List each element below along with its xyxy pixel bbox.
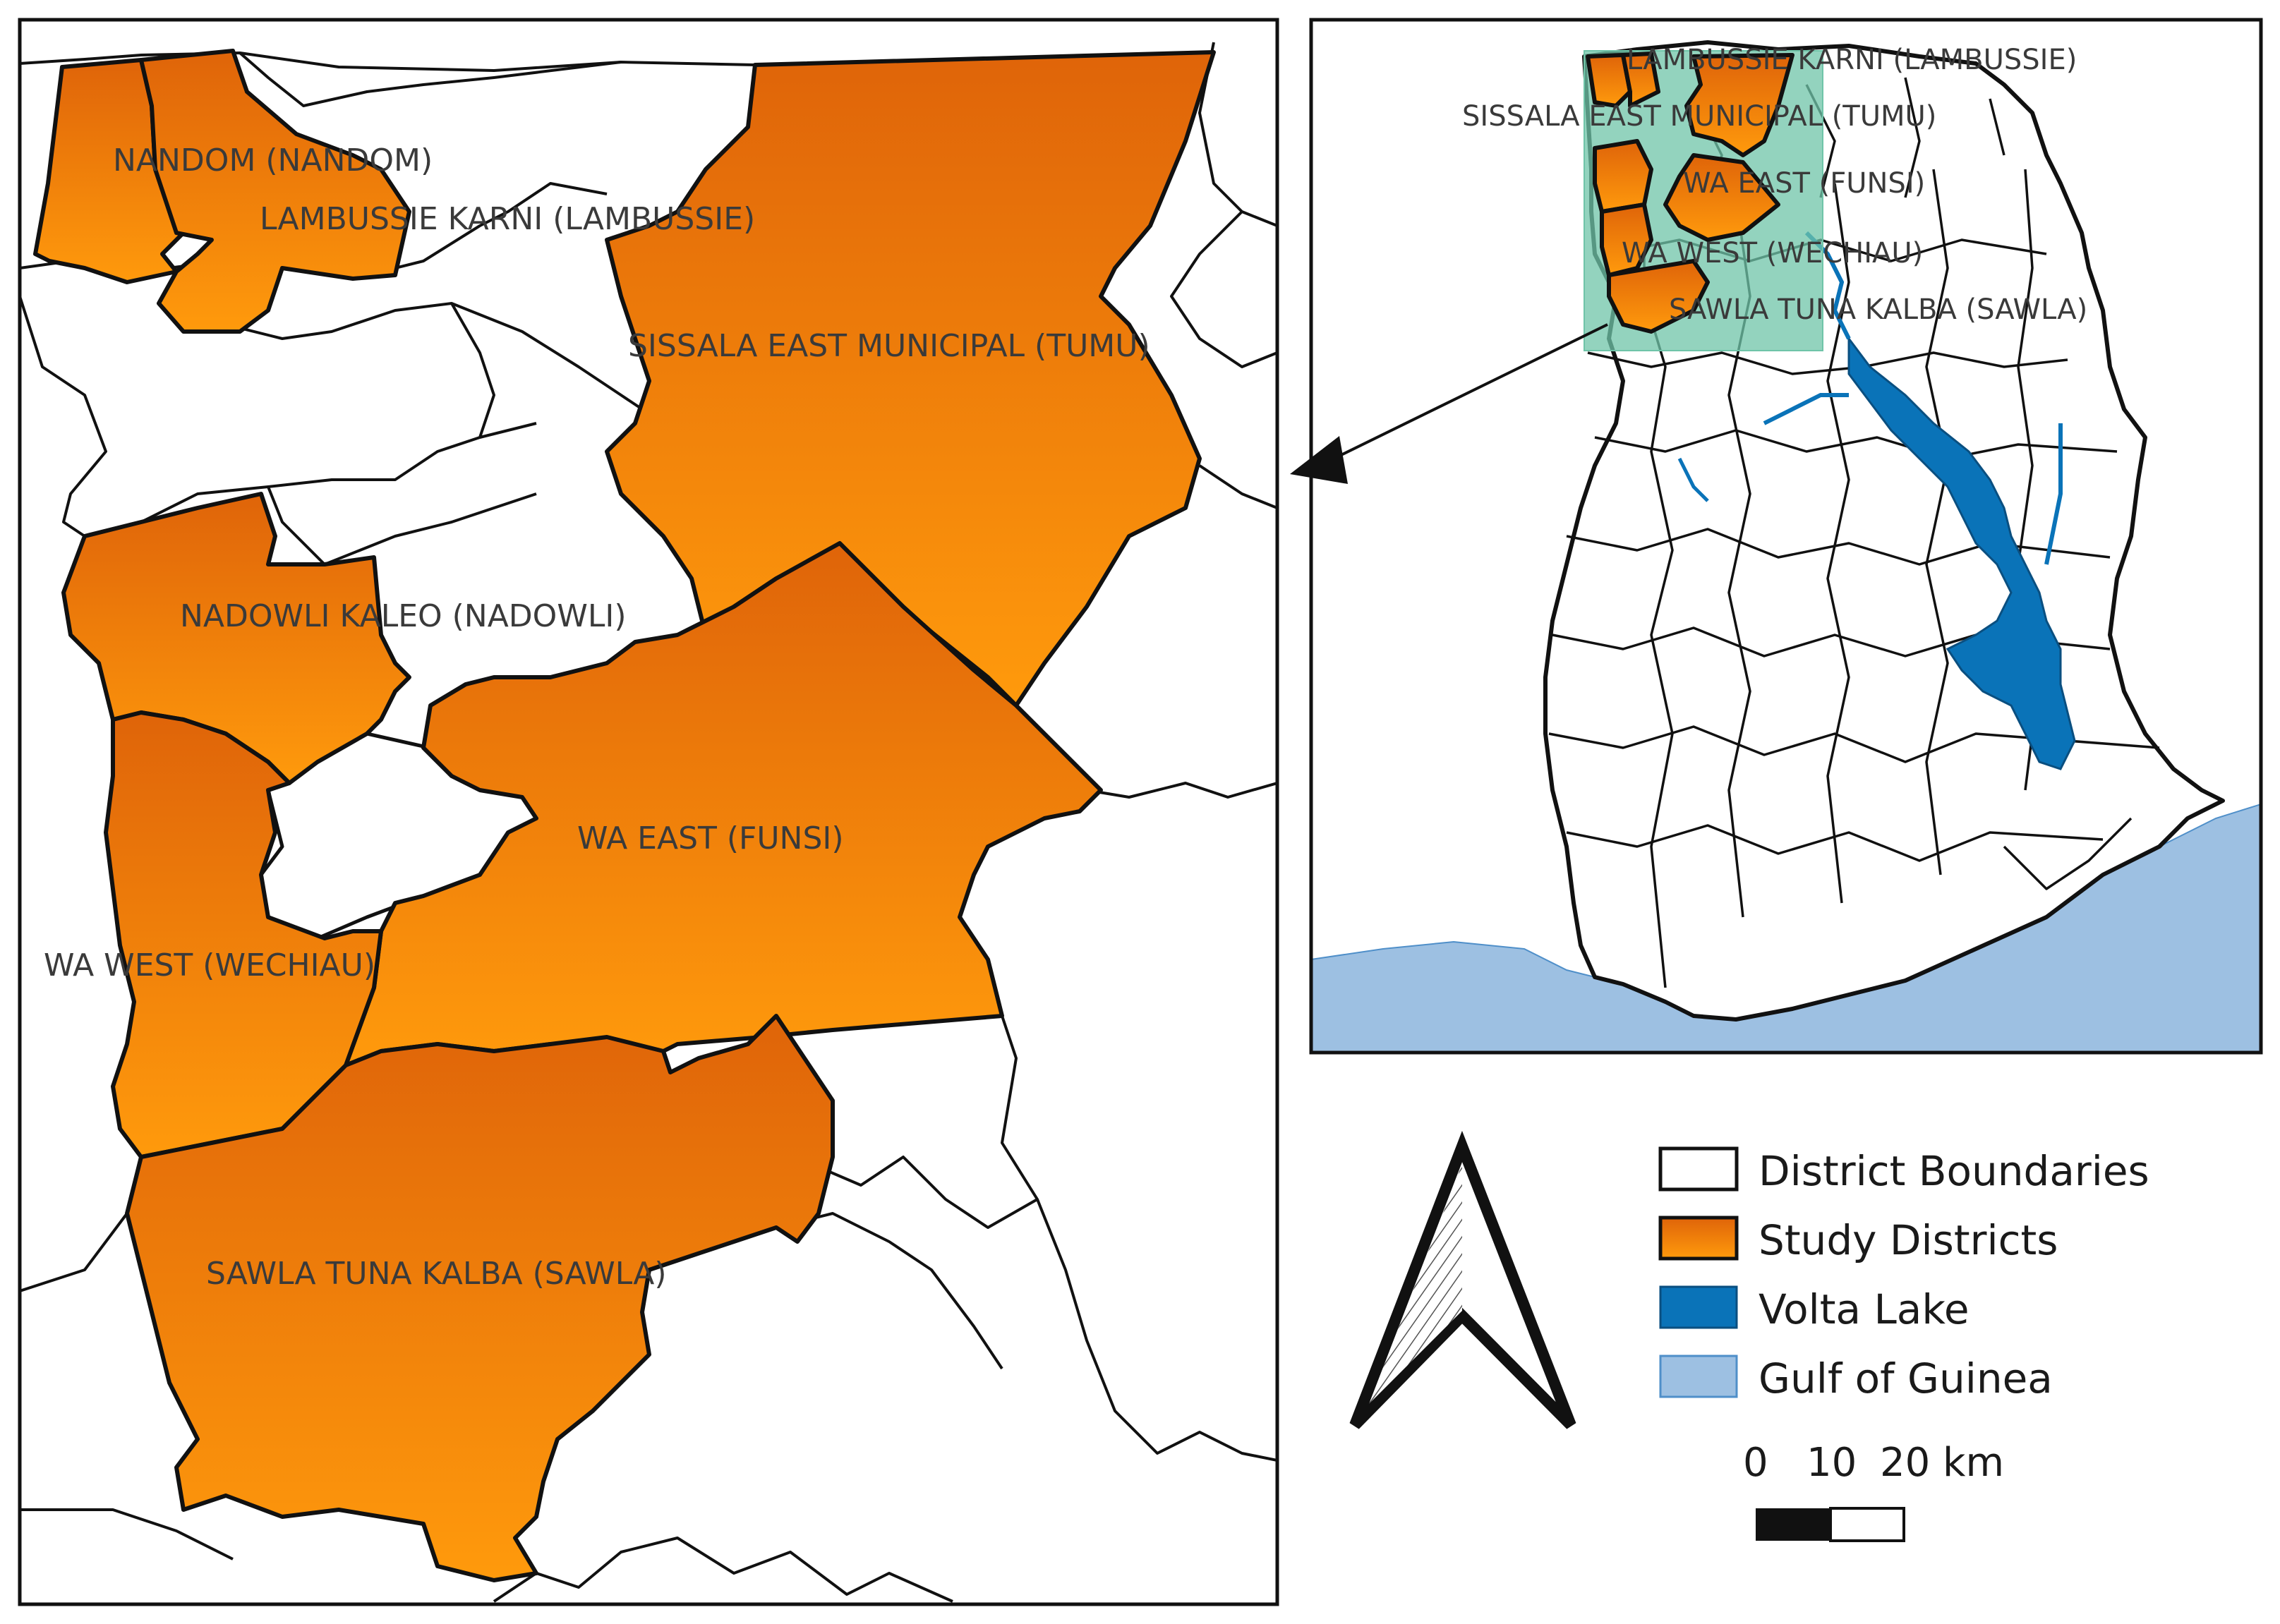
legend-swatch-volta-lake bbox=[1659, 1285, 1738, 1329]
legend-swatch-study-districts bbox=[1658, 1216, 1739, 1261]
legend-swatch-district-boundaries bbox=[1658, 1146, 1739, 1192]
legend-area: District Boundaries Study Districts Volt… bbox=[1349, 1130, 2149, 1542]
label-sawla: SAWLA TUNA KALBA (SAWLA) bbox=[206, 1256, 667, 1292]
locator-arrow bbox=[1290, 323, 1608, 484]
inset-label-wa-east: WA EAST (FUNSI) bbox=[1683, 167, 1925, 200]
legend-swatch-gulf-of-guinea bbox=[1659, 1355, 1738, 1398]
inset-map-panel: LAMBUSSIE KARNI (LAMBUSSIE) SISSALA EAST… bbox=[1309, 18, 2263, 1055]
inset-label-lambussie: LAMBUSSIE KARNI (LAMBUSSIE) bbox=[1627, 44, 2077, 76]
label-sissala-east: SISSALA EAST MUNICIPAL (TUMU) bbox=[628, 328, 1150, 364]
scale-tick-10: 10 bbox=[1806, 1440, 1857, 1486]
study-districts-main bbox=[33, 49, 1216, 1582]
label-wa-west: WA WEST (WECHIAU) bbox=[44, 947, 375, 983]
legend-item-gulf-of-guinea: Gulf of Guinea bbox=[1659, 1355, 2053, 1402]
study-districts-inset bbox=[1586, 51, 1795, 334]
main-map-frame bbox=[18, 18, 1279, 1606]
label-nandom: NANDOM (NANDOM) bbox=[113, 143, 433, 178]
legend-label-study-districts: Study Districts bbox=[1759, 1216, 2058, 1264]
legend-item-district-boundaries: District Boundaries bbox=[1658, 1146, 2149, 1195]
label-nadowli: NADOWLI KALEO (NADOWLI) bbox=[180, 598, 626, 634]
legend-item-study-districts: Study Districts bbox=[1658, 1216, 2058, 1264]
legend: District Boundaries Study Districts Volt… bbox=[1658, 1146, 2149, 1402]
district-nadowli bbox=[61, 492, 411, 785]
legend-label-gulf-of-guinea: Gulf of Guinea bbox=[1759, 1355, 2053, 1402]
district-lambussie bbox=[139, 49, 411, 334]
scale-tick-20: 20 km bbox=[1880, 1440, 2004, 1486]
label-lambussie: LAMBUSSIE KARNI (LAMBUSSIE) bbox=[260, 201, 755, 237]
scale-bar-black-segment bbox=[1756, 1508, 1830, 1541]
legend-label-district-boundaries: District Boundaries bbox=[1759, 1147, 2149, 1195]
main-map-panel: NANDOM (NANDOM) LAMBUSSIE KARNI (LAMBUSS… bbox=[18, 18, 1279, 1606]
scale-bar-white-segment bbox=[1829, 1507, 1905, 1542]
scale-tick-0: 0 bbox=[1743, 1440, 1768, 1486]
scale-bar: 0 10 20 km bbox=[1743, 1440, 2004, 1542]
inset-district-boundaries bbox=[1548, 77, 2160, 988]
inset-label-sawla: SAWLA TUNA KALBA (SAWLA) bbox=[1669, 293, 2087, 326]
inset-map-labels: LAMBUSSIE KARNI (LAMBUSSIE) SISSALA EAST… bbox=[1462, 44, 2087, 326]
north-arrow-icon bbox=[1349, 1130, 1576, 1429]
district-sawla bbox=[125, 1014, 835, 1582]
district-wa-west bbox=[104, 710, 383, 1159]
main-map-labels: NANDOM (NANDOM) LAMBUSSIE KARNI (LAMBUSS… bbox=[44, 143, 1150, 1292]
inset-label-wa-west: WA WEST (WECHIAU) bbox=[1622, 237, 1923, 269]
legend-label-volta-lake: Volta Lake bbox=[1759, 1285, 1970, 1333]
label-wa-east: WA EAST (FUNSI) bbox=[577, 820, 844, 856]
inset-map-frame bbox=[1309, 18, 2263, 1055]
inset-label-sissala-east: SISSALA EAST MUNICIPAL (TUMU) bbox=[1462, 100, 1936, 133]
legend-item-volta-lake: Volta Lake bbox=[1659, 1285, 1970, 1333]
volta-lake bbox=[1847, 335, 2076, 770]
